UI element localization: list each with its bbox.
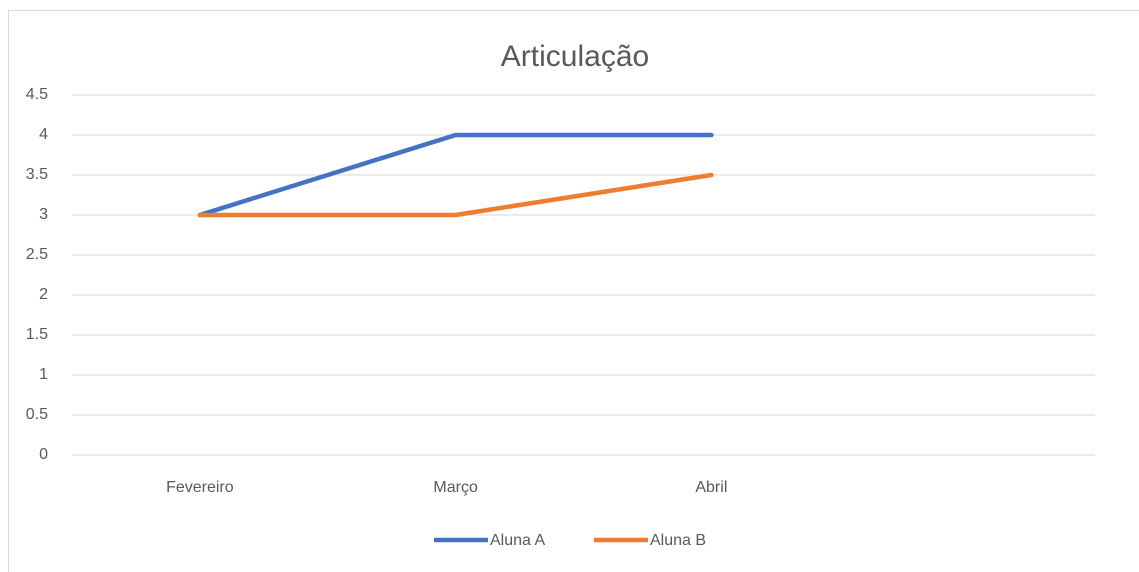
y-tick-label: 3: [39, 206, 48, 223]
y-tick-label: 3.5: [26, 166, 48, 183]
x-tick-label: Abril: [695, 479, 727, 496]
legend-label: Aluna B: [650, 532, 706, 549]
x-tick-label: Fevereiro: [166, 479, 234, 496]
chart-title: Articulação: [501, 40, 649, 73]
y-tick-label: 2: [39, 286, 48, 303]
y-tick-label: 0: [39, 446, 48, 463]
series-line: [197, 172, 714, 218]
y-tick-label: 1: [39, 366, 48, 383]
y-tick-label: 2.5: [26, 246, 48, 263]
x-tick-label: Março: [433, 479, 478, 496]
y-tick-label: 0.5: [26, 406, 48, 423]
y-tick-label: 4.5: [26, 86, 48, 103]
y-tick-label: 1.5: [26, 326, 48, 343]
legend-label: Aluna A: [490, 532, 545, 549]
y-tick-label: 4: [39, 126, 48, 143]
chart-border: [8, 10, 1139, 572]
series-line: [197, 132, 714, 218]
